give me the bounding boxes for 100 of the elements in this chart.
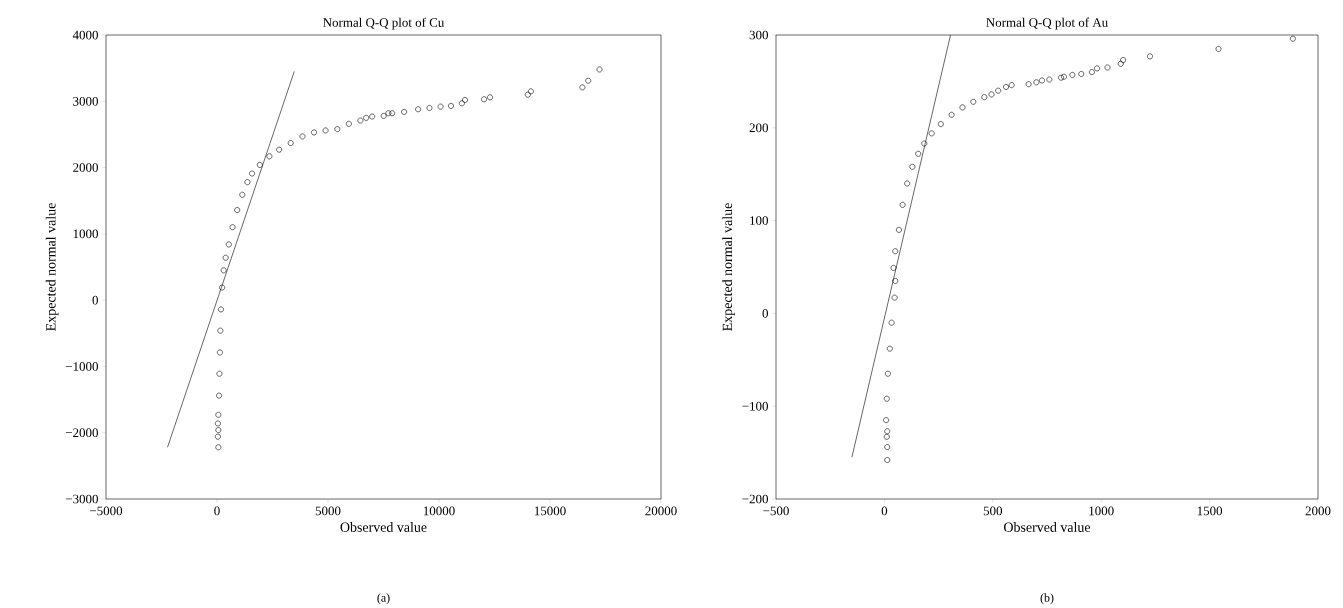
point — [487, 94, 493, 101]
y-tick-label: −3000 — [65, 494, 98, 504]
point — [1104, 64, 1111, 71]
point — [1147, 53, 1153, 60]
y-tick-label: −200 — [742, 494, 768, 504]
point — [884, 428, 891, 435]
point — [426, 105, 433, 112]
point — [369, 113, 376, 120]
point — [959, 104, 966, 111]
point — [216, 349, 223, 356]
x-axis-title: Observed value — [1004, 522, 1091, 533]
point — [222, 255, 229, 261]
point — [884, 457, 891, 464]
point — [1069, 72, 1076, 79]
point — [883, 396, 890, 402]
y-tick-label: 1000 — [73, 229, 98, 239]
point — [1025, 81, 1032, 88]
chart-title: Normal Q-Q plot of Au — [986, 17, 1108, 30]
point — [904, 180, 911, 187]
point — [585, 78, 592, 84]
point — [357, 117, 364, 124]
point — [214, 434, 221, 440]
point — [1003, 84, 1009, 91]
point — [596, 66, 603, 73]
point — [437, 103, 444, 110]
point — [579, 84, 586, 91]
point — [448, 103, 454, 110]
point — [415, 106, 422, 113]
point — [216, 371, 223, 377]
point — [892, 278, 899, 285]
point — [244, 179, 251, 186]
point — [249, 170, 255, 177]
point — [524, 92, 531, 98]
point — [311, 129, 317, 136]
point — [214, 420, 221, 427]
y-tick-label: 200 — [749, 123, 768, 133]
point — [218, 306, 224, 313]
point — [276, 147, 283, 153]
point — [988, 91, 995, 98]
y-tick-label: 100 — [750, 216, 768, 226]
point — [528, 88, 534, 95]
point — [363, 115, 370, 122]
point — [239, 192, 246, 198]
point — [884, 444, 891, 451]
point — [219, 284, 226, 291]
point — [287, 140, 294, 147]
point — [1078, 71, 1085, 78]
y-axis-title: Expected normal value — [45, 203, 59, 332]
point — [458, 100, 465, 107]
point — [215, 412, 222, 418]
y-tick-label: −2000 — [65, 428, 98, 438]
point — [1120, 57, 1127, 64]
point — [322, 127, 329, 134]
point — [334, 126, 341, 133]
point — [1289, 36, 1296, 42]
y-tick-label: −100 — [742, 402, 768, 411]
point — [462, 97, 468, 104]
x-tick-label: −500 — [763, 506, 789, 516]
point — [1117, 61, 1124, 67]
y-tick-label: 0 — [92, 296, 98, 305]
point — [981, 94, 988, 101]
y-tick-label: 2000 — [73, 163, 98, 173]
point — [928, 130, 935, 137]
point — [217, 327, 224, 334]
point — [948, 112, 955, 118]
point — [256, 162, 263, 169]
point — [1094, 65, 1100, 72]
point — [1061, 74, 1067, 80]
point — [401, 109, 408, 116]
point — [995, 88, 1002, 94]
y-tick-label: 0 — [762, 309, 768, 319]
x-tick-label: 20000 — [645, 506, 677, 516]
x-tick-label: 0 — [214, 506, 220, 516]
y-tick-label: 3000 — [73, 97, 98, 106]
point — [229, 224, 236, 231]
point — [892, 248, 899, 255]
x-tick-label: 2000 — [1305, 506, 1331, 516]
point — [220, 267, 227, 274]
x-tick-label: −5000 — [90, 506, 123, 516]
x-tick-label: 5000 — [315, 506, 341, 516]
y-tick-label: 4000 — [72, 30, 98, 40]
point — [884, 371, 891, 377]
text: (a) — [377, 593, 390, 605]
point — [883, 417, 890, 424]
x-tick-label: 1500 — [1197, 506, 1223, 516]
point — [380, 113, 387, 120]
y-tick-label: −1000 — [65, 362, 98, 372]
x-tick-label: 10000 — [423, 506, 455, 516]
point — [883, 434, 890, 440]
point — [481, 96, 487, 103]
point — [266, 153, 273, 160]
point — [1008, 82, 1015, 89]
point — [1088, 69, 1095, 76]
point — [299, 133, 306, 140]
point — [899, 202, 906, 208]
y-axis-title: Expected normal value — [722, 203, 735, 332]
x-axis-title: Observed value — [340, 522, 427, 533]
point — [216, 392, 222, 399]
point — [909, 164, 916, 170]
y-tick-label: 300 — [749, 30, 768, 40]
